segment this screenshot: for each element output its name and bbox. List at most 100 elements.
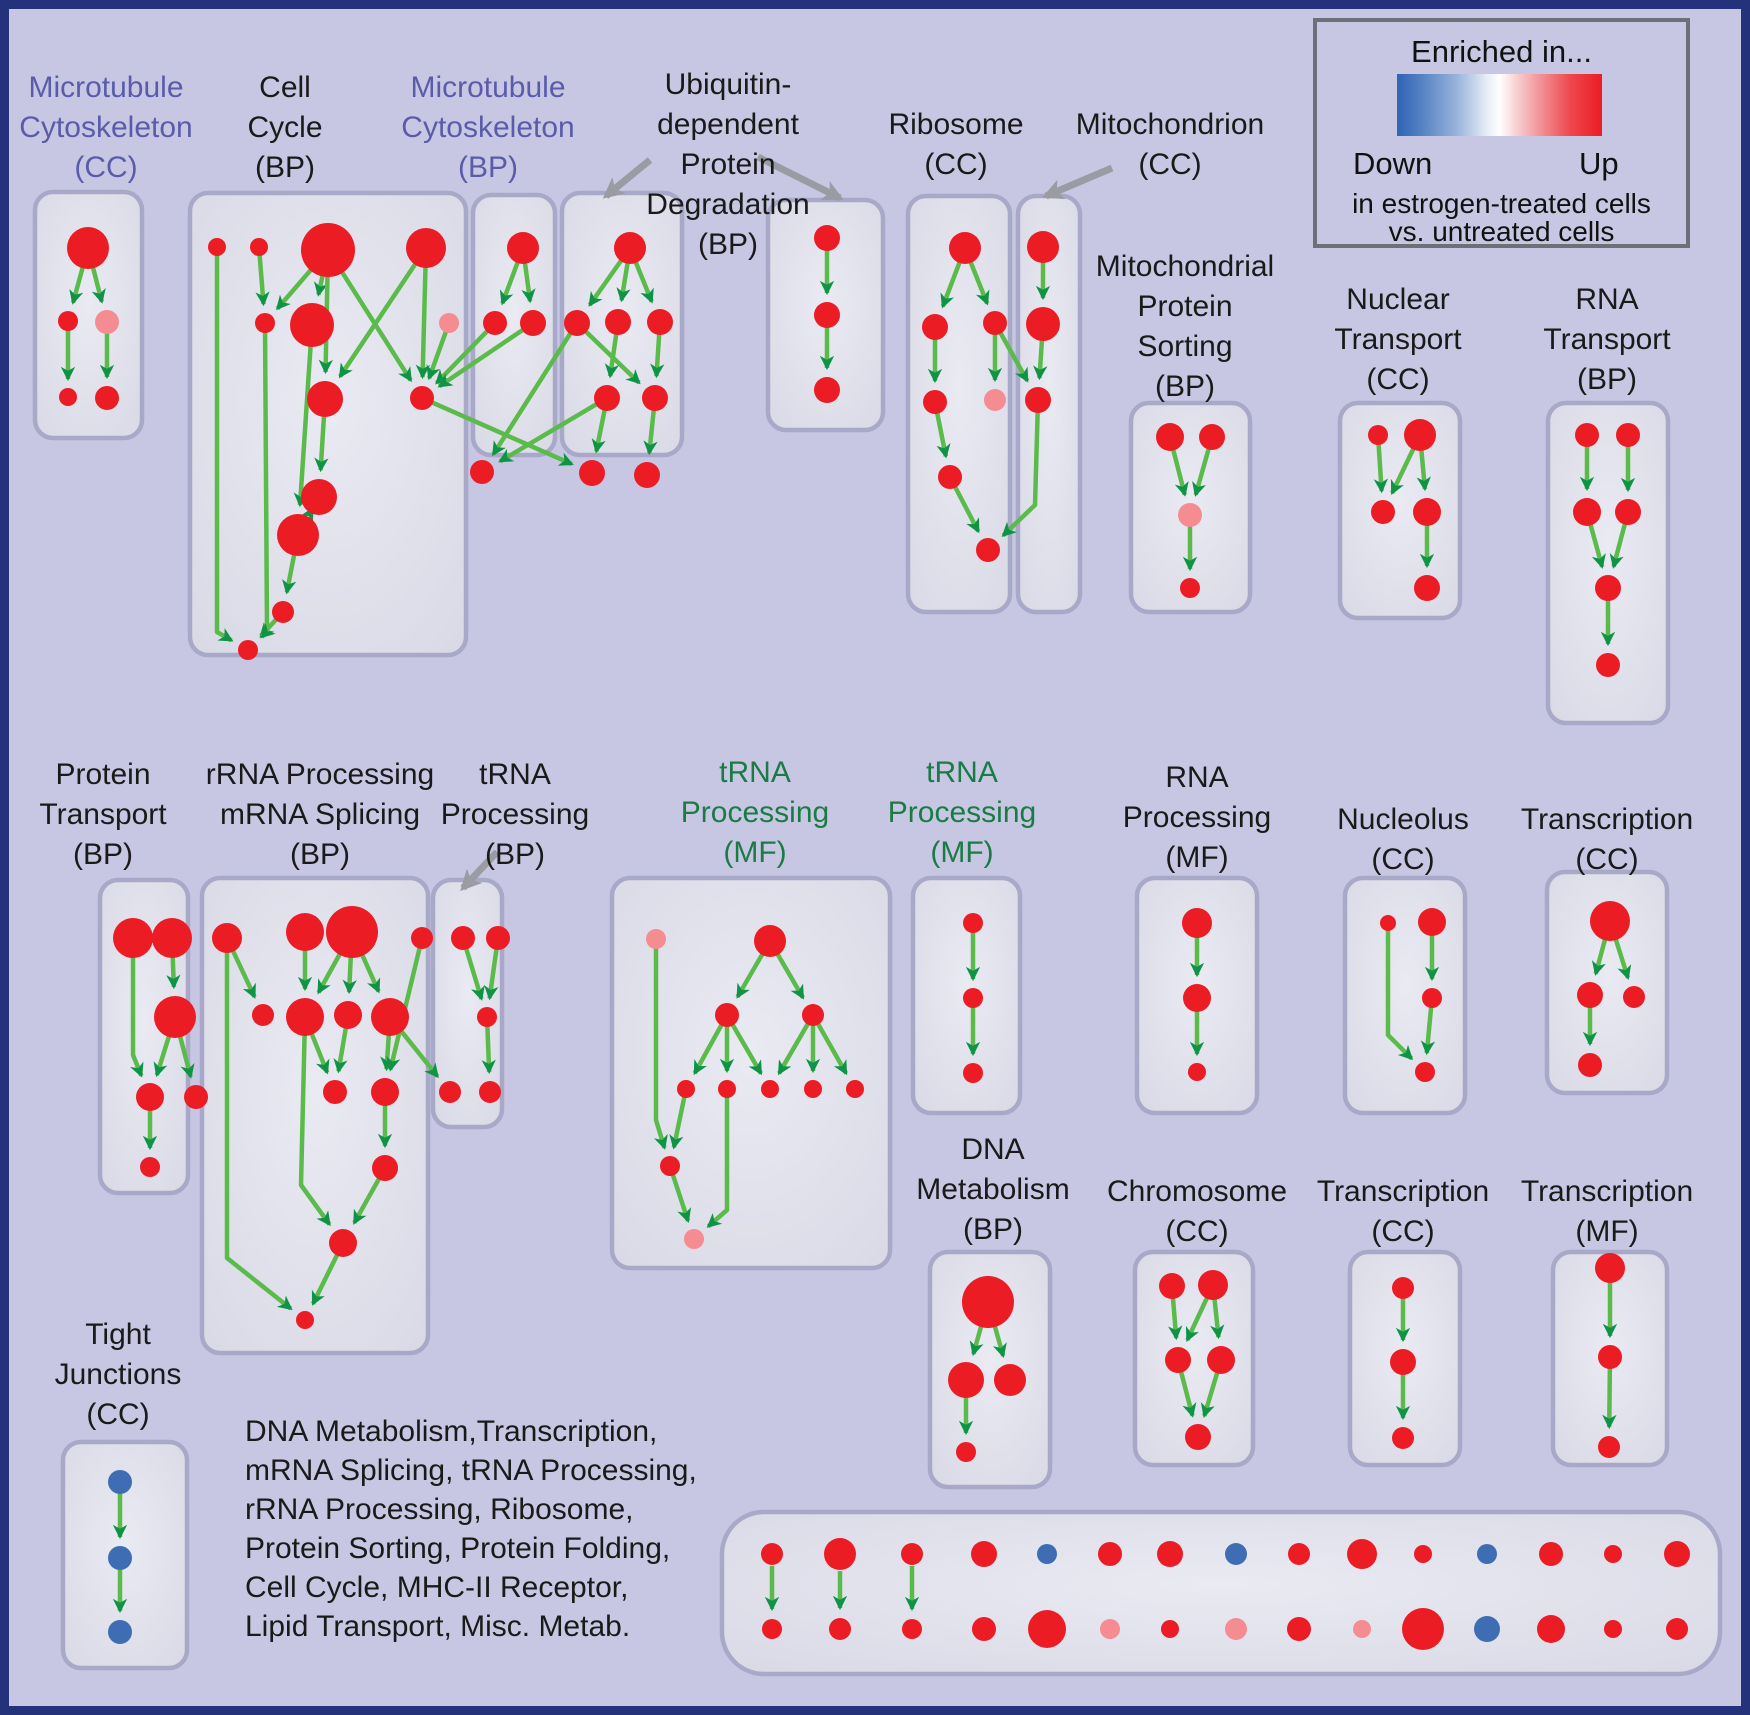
edge [333,1027,349,1074]
node [1183,984,1211,1012]
node [307,381,343,417]
node [647,309,673,335]
node [1178,503,1202,527]
node [152,918,192,958]
cluster-label-rna-transport-bp: RNA Transport (BP) [1543,283,1671,396]
edge [310,1253,340,1306]
node [684,1229,704,1249]
node [95,386,119,410]
edge [940,261,962,309]
edge [316,952,342,995]
node [963,1063,983,1083]
cluster-label-dna-metabolism-bp: DNA Metabolism (BP) [916,1133,1070,1246]
node [1666,1618,1688,1640]
edge [998,331,1030,383]
cluster-label-rna-processing-mf: RNA Processing (MF) [1122,761,1272,874]
cluster-label-trna-processing-mf-2: tRNA Processing (MF) [887,756,1037,869]
cluster-label-chromosome-cc: Chromosome (CC) [1106,1175,1288,1248]
node [136,1083,164,1111]
node [1575,423,1599,447]
legend: Enriched in... Down Up in estrogen-treat… [1313,18,1690,248]
node [108,1546,132,1570]
cluster-box-chromosome-cc [1132,1249,1256,1468]
node [1161,1620,1179,1638]
node [824,1538,856,1570]
node [972,1617,996,1641]
node [1028,1610,1066,1648]
edge [1609,523,1628,569]
node [1578,1053,1602,1077]
node [323,1080,347,1104]
node [1037,1544,1057,1564]
node [1347,1539,1377,1569]
node [1199,424,1225,450]
node [296,1311,314,1329]
node [286,998,324,1036]
edge [177,1035,195,1079]
edge [230,949,257,999]
edge [777,1022,810,1076]
node [1573,498,1601,526]
cluster-label-mitochondrion-cc: Mitochondrion (CC) [1075,108,1265,181]
node [250,238,268,256]
node [901,1543,923,1565]
edge [360,953,381,994]
cluster-label-cell-cycle-bp: Cell Cycle (BP) [247,71,323,184]
edge [1588,523,1606,569]
node [1402,1608,1444,1650]
node [1027,231,1059,263]
node [277,514,319,556]
edge [153,1035,172,1078]
node [949,232,981,264]
node [334,1001,362,1029]
edge [591,409,607,454]
node [371,998,409,1036]
node [140,1157,160,1177]
node [983,311,1007,335]
edge [1168,1297,1183,1341]
node [439,1081,461,1103]
node [371,1078,399,1106]
edge [399,1029,440,1079]
cluster-label-nuclear-transport-cc: Nuclear Transport (CC) [1334,283,1462,396]
cluster-label-transcription-cc-row2: Transcription (CC) [1520,803,1694,876]
edge [298,1034,332,1227]
edge [464,947,485,1001]
node [272,601,294,623]
node [1537,1615,1565,1643]
node [486,926,510,950]
misc-category-list: DNA Metabolism,Transcription, mRNA Splici… [245,1415,697,1643]
node [439,313,459,333]
edge [1602,1367,1617,1430]
legend-subtitle-line2: vs. untreated cells [1388,216,1615,247]
node [1165,1347,1191,1373]
node [846,1080,864,1098]
edge [730,1023,763,1076]
edge [437,327,525,389]
node [58,311,78,331]
node [286,913,324,951]
node [301,223,355,277]
node [410,386,434,410]
edge [1210,1298,1225,1340]
node [1404,419,1436,451]
node [59,388,77,406]
node [1623,986,1645,1008]
node [108,1470,132,1494]
edge [314,415,329,473]
node [1287,1617,1311,1641]
edge [1001,411,1040,538]
node [1368,425,1388,445]
cluster-label-mitochondrial-protein-sorting-bp: Mitochondrial Protein Sorting (BP) [1095,250,1275,403]
node [290,303,334,347]
node [1415,1062,1435,1082]
node [1159,1273,1185,1299]
node [660,1156,680,1176]
edge [282,554,297,595]
node [208,238,226,256]
legend-gradient-bar [1397,74,1602,136]
node [614,232,646,264]
edge [968,261,990,306]
node [984,389,1006,411]
edge [90,266,106,304]
